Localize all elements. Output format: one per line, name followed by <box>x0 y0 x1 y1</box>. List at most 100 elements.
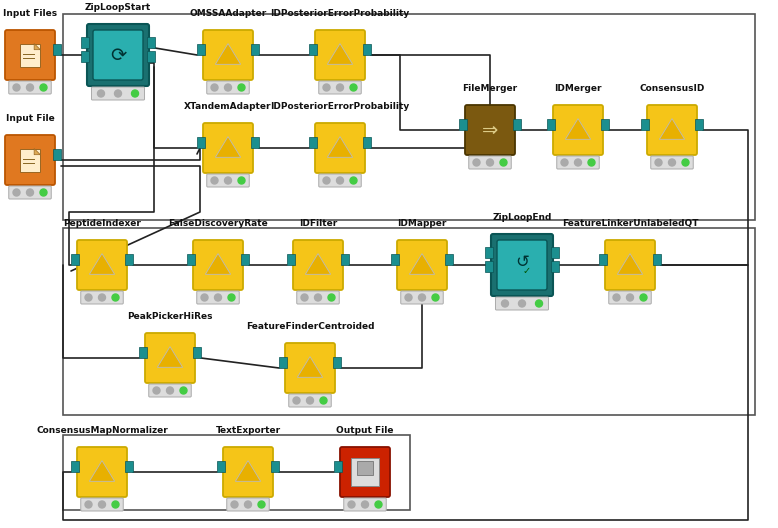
Bar <box>63 14 755 220</box>
FancyBboxPatch shape <box>653 254 661 265</box>
FancyBboxPatch shape <box>279 357 287 368</box>
FancyBboxPatch shape <box>251 137 259 148</box>
Bar <box>63 435 410 510</box>
Text: FalseDiscoveryRate: FalseDiscoveryRate <box>168 219 268 228</box>
FancyBboxPatch shape <box>599 254 607 265</box>
Circle shape <box>112 501 119 508</box>
Circle shape <box>97 90 104 97</box>
FancyBboxPatch shape <box>397 240 447 290</box>
Polygon shape <box>305 253 331 275</box>
FancyBboxPatch shape <box>5 135 55 185</box>
FancyBboxPatch shape <box>547 119 555 130</box>
FancyBboxPatch shape <box>77 240 127 290</box>
FancyBboxPatch shape <box>147 37 155 48</box>
Text: OMSSAAdapter: OMSSAAdapter <box>189 9 267 18</box>
Text: PeakPickerHiRes: PeakPickerHiRes <box>128 312 212 321</box>
Text: PeptideIndexer: PeptideIndexer <box>63 219 141 228</box>
FancyBboxPatch shape <box>187 254 195 265</box>
Polygon shape <box>205 253 230 275</box>
Circle shape <box>323 177 330 184</box>
Text: ⟳: ⟳ <box>110 45 126 64</box>
FancyBboxPatch shape <box>309 44 317 55</box>
FancyBboxPatch shape <box>296 291 339 304</box>
FancyBboxPatch shape <box>647 105 697 155</box>
FancyBboxPatch shape <box>391 254 399 265</box>
Circle shape <box>655 159 662 166</box>
FancyBboxPatch shape <box>551 247 559 258</box>
Circle shape <box>626 294 633 301</box>
Circle shape <box>211 84 218 91</box>
Text: IDMerger: IDMerger <box>554 84 601 93</box>
Bar <box>63 228 755 415</box>
Circle shape <box>588 159 595 166</box>
FancyBboxPatch shape <box>553 105 603 155</box>
FancyBboxPatch shape <box>92 87 145 100</box>
Circle shape <box>238 84 245 91</box>
Circle shape <box>668 159 675 166</box>
Circle shape <box>328 294 335 301</box>
Circle shape <box>293 397 300 404</box>
Polygon shape <box>34 148 40 155</box>
FancyBboxPatch shape <box>401 291 443 304</box>
Circle shape <box>432 294 439 301</box>
Circle shape <box>348 501 355 508</box>
FancyBboxPatch shape <box>87 24 149 86</box>
Circle shape <box>405 294 412 301</box>
Circle shape <box>85 501 92 508</box>
Text: FeatureLinkerUnlabeledQT: FeatureLinkerUnlabeledQT <box>562 219 698 228</box>
FancyBboxPatch shape <box>469 156 511 169</box>
FancyBboxPatch shape <box>226 498 269 511</box>
FancyBboxPatch shape <box>19 148 40 172</box>
Circle shape <box>613 294 620 301</box>
Circle shape <box>561 159 568 166</box>
Text: IDPosteriorErrorProbability: IDPosteriorErrorProbability <box>271 9 410 18</box>
Circle shape <box>320 397 327 404</box>
Circle shape <box>225 177 232 184</box>
Text: Input Files: Input Files <box>3 9 57 18</box>
Polygon shape <box>236 460 261 482</box>
Circle shape <box>13 189 20 196</box>
Circle shape <box>228 294 235 301</box>
FancyBboxPatch shape <box>193 347 201 358</box>
FancyBboxPatch shape <box>81 37 89 48</box>
FancyBboxPatch shape <box>496 297 548 310</box>
Circle shape <box>337 177 344 184</box>
Circle shape <box>40 189 47 196</box>
Polygon shape <box>328 137 352 157</box>
Text: ↺: ↺ <box>515 253 529 271</box>
FancyBboxPatch shape <box>497 240 547 290</box>
Circle shape <box>131 90 138 97</box>
Circle shape <box>153 387 160 394</box>
FancyBboxPatch shape <box>695 119 703 130</box>
FancyBboxPatch shape <box>77 447 127 497</box>
Text: ZipLoopStart: ZipLoopStart <box>85 3 151 12</box>
Circle shape <box>640 294 647 301</box>
FancyBboxPatch shape <box>341 254 349 265</box>
FancyBboxPatch shape <box>19 43 40 67</box>
FancyBboxPatch shape <box>81 51 89 62</box>
FancyBboxPatch shape <box>81 291 123 304</box>
Text: IDMapper: IDMapper <box>398 219 447 228</box>
FancyBboxPatch shape <box>53 44 61 55</box>
Text: IDFilter: IDFilter <box>299 219 337 228</box>
Text: ⇒: ⇒ <box>482 120 498 139</box>
Circle shape <box>225 84 232 91</box>
Polygon shape <box>157 346 183 367</box>
FancyBboxPatch shape <box>319 174 361 187</box>
FancyBboxPatch shape <box>309 137 317 148</box>
Circle shape <box>26 84 33 91</box>
Circle shape <box>375 501 382 508</box>
FancyBboxPatch shape <box>71 461 79 472</box>
Circle shape <box>473 159 480 166</box>
Text: TextExporter: TextExporter <box>216 426 281 435</box>
FancyBboxPatch shape <box>71 254 79 265</box>
Circle shape <box>301 294 308 301</box>
Text: Output File: Output File <box>336 426 394 435</box>
Text: ConsensusMapNormalizer: ConsensusMapNormalizer <box>36 426 168 435</box>
Circle shape <box>486 159 493 166</box>
Text: ZipLoopEnd: ZipLoopEnd <box>492 213 552 222</box>
FancyBboxPatch shape <box>357 461 373 475</box>
FancyBboxPatch shape <box>605 240 655 290</box>
Polygon shape <box>89 460 114 482</box>
Polygon shape <box>409 253 435 275</box>
